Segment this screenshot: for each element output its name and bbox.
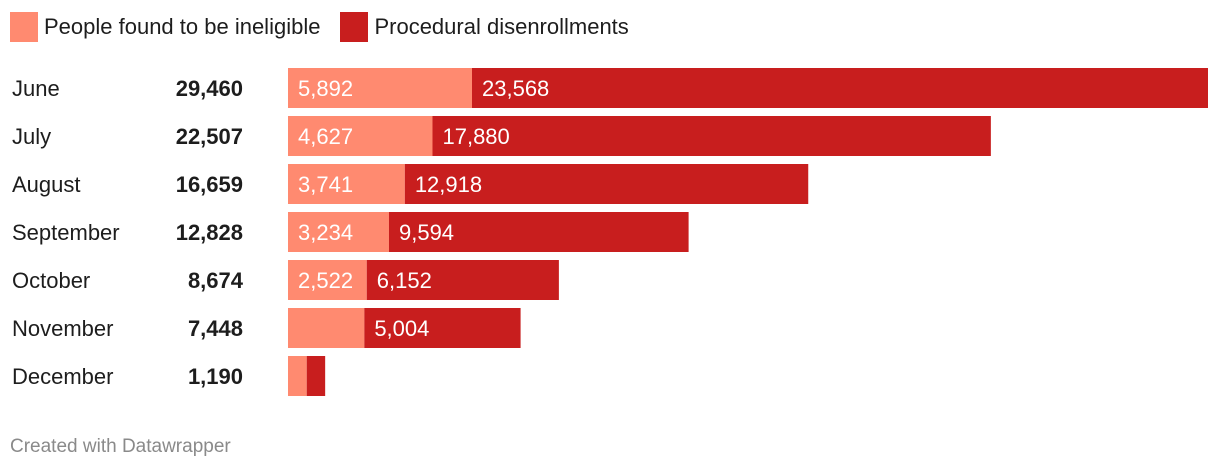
row-label-july: July	[12, 124, 51, 149]
legend-swatch-procedural	[340, 12, 369, 42]
row-total-september: 12,828	[176, 220, 243, 245]
legend-swatch-ineligible	[10, 12, 38, 42]
bar-segment-ineligible-july	[288, 116, 433, 156]
bar-segment-procedural-july	[432, 116, 991, 156]
legend-label-procedural: Procedural disenrollments	[374, 14, 629, 39]
legend-label-ineligible: People found to be ineligible	[44, 14, 321, 39]
chart-legend: People found to be ineligible Procedural…	[10, 12, 649, 42]
row-total-july: 22,507	[176, 124, 243, 149]
bar-segment-procedural-october	[366, 260, 559, 300]
bar-segment-ineligible-june	[288, 68, 472, 108]
legend-item-ineligible: People found to be ineligible	[10, 12, 320, 42]
row-total-october: 8,674	[188, 268, 244, 293]
row-label-august: August	[12, 172, 81, 197]
row-label-november: November	[12, 316, 113, 341]
legend-item-procedural: Procedural disenrollments	[340, 12, 629, 42]
data-label-procedural-august: 12,918	[415, 172, 482, 197]
bar-segment-ineligible-october	[288, 260, 367, 300]
bar-row-october: October 8,674 2,522 6,152	[12, 260, 559, 300]
row-total-november: 7,448	[188, 316, 243, 341]
data-label-ineligible-august: 3,741	[298, 172, 353, 197]
bar-segment-ineligible-december	[288, 356, 307, 396]
data-label-ineligible-june: 5,892	[298, 76, 353, 101]
bar-segment-procedural-august	[404, 164, 809, 204]
data-label-procedural-october: 6,152	[377, 268, 432, 293]
data-label-ineligible-october: 2,522	[298, 268, 353, 293]
data-label-procedural-june: 23,568	[482, 76, 549, 101]
data-label-ineligible-july: 4,627	[298, 124, 353, 149]
bar-row-july: July 22,507 4,627 17,880	[12, 116, 991, 156]
bar-segment-procedural-september	[388, 212, 689, 252]
bar-segment-ineligible-september	[288, 212, 389, 252]
bar-row-november: November 7,448 5,004	[12, 308, 521, 348]
row-total-december: 1,190	[188, 364, 243, 389]
bar-segment-ineligible-august	[288, 164, 405, 204]
data-label-ineligible-september: 3,234	[298, 220, 353, 245]
row-label-december: December	[12, 364, 113, 389]
data-label-procedural-september: 9,594	[399, 220, 454, 245]
row-total-june: 29,460	[176, 76, 243, 101]
row-label-october: October	[12, 268, 90, 293]
bar-row-september: September 12,828 3,234 9,594	[12, 212, 689, 252]
row-label-june: June	[12, 76, 60, 101]
bar-segment-procedural-december	[306, 356, 326, 396]
bar-row-june: June 29,460 5,892 23,568	[12, 68, 1208, 108]
bar-segment-procedural-june	[472, 68, 1208, 108]
row-total-august: 16,659	[176, 172, 243, 197]
bar-segment-procedural-november	[364, 308, 521, 348]
data-label-procedural-november: 5,004	[374, 316, 429, 341]
bar-row-august: August 16,659 3,741 12,918	[12, 164, 809, 204]
row-label-september: September	[12, 220, 120, 245]
bar-segment-ineligible-november	[288, 308, 365, 348]
data-label-procedural-july: 17,880	[442, 124, 509, 149]
datawrapper-credit: Created with Datawrapper	[10, 436, 231, 457]
bar-row-december: December 1,190	[12, 356, 326, 396]
